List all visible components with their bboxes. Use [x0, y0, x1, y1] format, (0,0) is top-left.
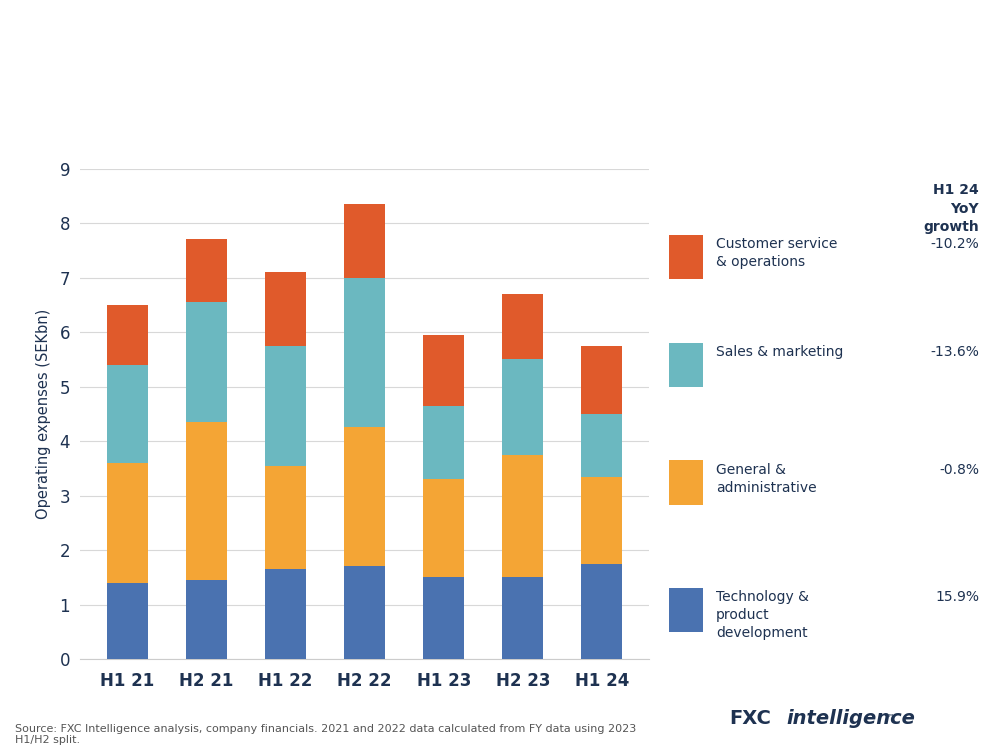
Y-axis label: Operating expenses (SEKbn): Operating expenses (SEKbn)	[36, 309, 51, 519]
Text: General &
administrative: General & administrative	[715, 463, 816, 495]
Bar	[107, 365, 148, 463]
Bar	[424, 577, 465, 659]
Bar	[265, 272, 306, 346]
Bar	[107, 583, 148, 659]
Bar	[581, 413, 622, 476]
Bar	[581, 346, 622, 413]
Text: Technology &
product
development: Technology & product development	[715, 590, 808, 640]
Bar	[344, 278, 386, 428]
Bar	[669, 343, 703, 386]
Text: -10.2%: -10.2%	[930, 237, 979, 251]
Bar	[669, 461, 703, 505]
Bar	[265, 466, 306, 569]
Text: H1 24
YoY
growth: H1 24 YoY growth	[923, 184, 979, 234]
Bar	[265, 346, 306, 466]
Text: intelligence: intelligence	[786, 709, 915, 728]
Bar	[581, 564, 622, 659]
Bar	[424, 335, 465, 406]
Bar	[107, 305, 148, 365]
Bar	[502, 360, 543, 455]
Bar	[502, 577, 543, 659]
Bar	[186, 240, 227, 302]
Bar	[502, 294, 543, 360]
Bar	[344, 428, 386, 566]
Text: Source: FXC Intelligence analysis, company financials. 2021 and 2022 data calcul: Source: FXC Intelligence analysis, compa…	[15, 724, 636, 745]
Bar	[502, 455, 543, 577]
Text: Sales & marketing: Sales & marketing	[715, 345, 843, 359]
Text: Klarna has used AI to drive key operating expense cuts: Klarna has used AI to drive key operatin…	[18, 30, 756, 54]
Bar	[424, 479, 465, 577]
Bar	[265, 569, 306, 659]
Bar	[107, 463, 148, 583]
Bar	[344, 204, 386, 278]
Bar	[581, 476, 622, 564]
Text: 15.9%: 15.9%	[935, 590, 979, 604]
Bar	[186, 422, 227, 580]
Bar	[669, 588, 703, 632]
Text: FXC: FXC	[729, 709, 771, 728]
Bar	[344, 566, 386, 659]
Text: Customer service
& operations: Customer service & operations	[715, 237, 837, 269]
Text: -0.8%: -0.8%	[939, 463, 979, 477]
Text: ™: ™	[884, 712, 894, 722]
Text: Klarna half-yearly operating expenses by reporting line, H1 2021-H1 2024: Klarna half-yearly operating expenses by…	[18, 91, 614, 106]
Bar	[186, 580, 227, 659]
Bar	[186, 302, 227, 422]
Bar	[669, 234, 703, 279]
Text: -13.6%: -13.6%	[930, 345, 979, 359]
Bar	[424, 406, 465, 479]
